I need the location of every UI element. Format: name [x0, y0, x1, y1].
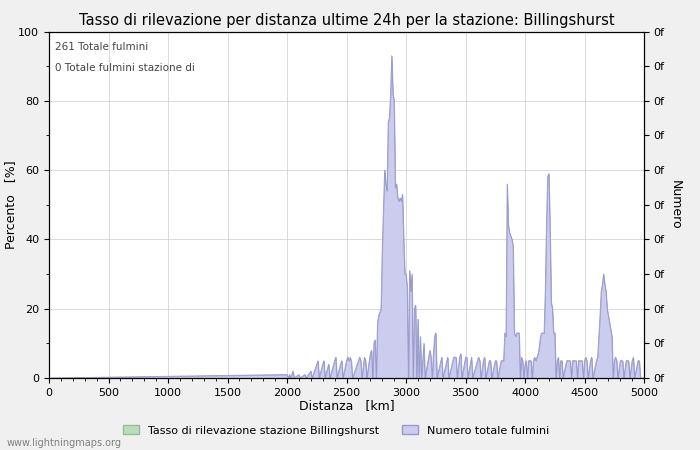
Text: 0 Totale fulmini stazione di: 0 Totale fulmini stazione di	[55, 63, 195, 73]
Text: www.lightningmaps.org: www.lightningmaps.org	[7, 438, 122, 448]
Title: Tasso di rilevazione per distanza ultime 24h per la stazione: Billingshurst: Tasso di rilevazione per distanza ultime…	[78, 13, 615, 27]
Legend: Tasso di rilevazione stazione Billingshurst, Numero totale fulmini: Tasso di rilevazione stazione Billingshu…	[118, 421, 554, 440]
Y-axis label: Percento   [%]: Percento [%]	[4, 161, 17, 249]
Y-axis label: Numero: Numero	[669, 180, 682, 230]
Text: 261 Totale fulmini: 261 Totale fulmini	[55, 42, 148, 52]
X-axis label: Distanza   [km]: Distanza [km]	[299, 399, 394, 412]
